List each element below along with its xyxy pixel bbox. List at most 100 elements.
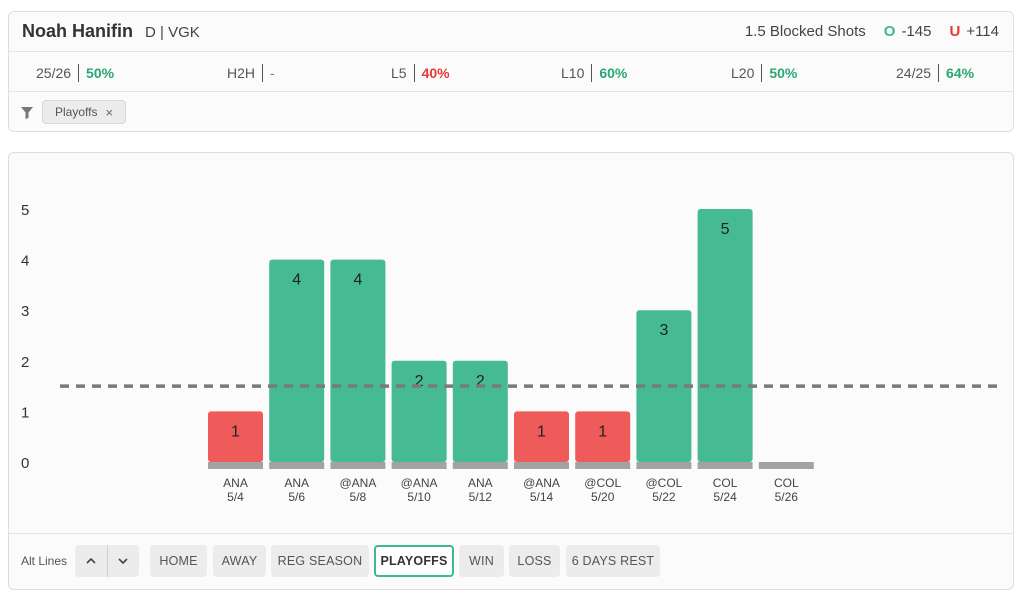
filter-chip-label: Playoffs: [55, 105, 98, 119]
bar-base: [697, 462, 753, 469]
bar-base: [391, 462, 447, 469]
bar-value-label: 5: [721, 221, 730, 238]
bar-base: [575, 462, 631, 469]
bar: [697, 209, 753, 462]
x-tick-opponent: ANA: [223, 476, 248, 490]
alt-lines-label: Alt Lines: [21, 554, 68, 568]
bar: [636, 310, 692, 462]
bar: [575, 411, 631, 462]
x-tick-opponent: @ANA: [401, 476, 438, 490]
x-tick-opponent: ANA: [468, 476, 493, 490]
filter-chip-playoffs[interactable]: Playoffs ×: [42, 100, 127, 124]
x-tick-date: 5/14: [530, 490, 554, 504]
bar-value-label: 1: [231, 423, 240, 440]
bar-base: [269, 462, 325, 469]
stat-label: L10: [561, 65, 585, 81]
bar-value-label: 4: [353, 272, 362, 289]
bar-base: [758, 462, 814, 469]
y-tick-label: 3: [21, 303, 29, 320]
stat-l10[interactable]: L10 60%: [561, 64, 627, 82]
bar-base: [452, 462, 508, 469]
x-tick-opponent: @COL: [645, 476, 682, 490]
bar-base: [330, 462, 386, 469]
stat-value: 40%: [421, 65, 450, 81]
x-tick-date: 5/10: [407, 490, 431, 504]
alt-lines-stepper: [75, 545, 139, 577]
stat-value: 50%: [86, 65, 115, 81]
stat-season[interactable]: 25/26 50%: [36, 64, 114, 82]
bar-base: [636, 462, 692, 469]
stat-label: L5: [391, 65, 407, 81]
filter-6-days-rest-button[interactable]: 6 DAYS REST: [566, 545, 660, 577]
bar-value-label: 2: [476, 373, 485, 390]
filter-away-button[interactable]: AWAY: [213, 545, 266, 577]
chevron-down-icon[interactable]: [108, 545, 140, 577]
filter-playoffs-button[interactable]: PLAYOFFS: [374, 545, 454, 577]
x-tick-date: 5/22: [652, 490, 676, 504]
y-tick-label: 4: [21, 253, 29, 270]
bar-value-label: 1: [537, 423, 546, 440]
stat-l5[interactable]: L5 40%: [391, 64, 450, 82]
bar-base: [514, 462, 569, 469]
prop-line: 1.5 Blocked Shots O -145 U +114: [745, 23, 999, 40]
y-tick-label: 1: [21, 404, 29, 421]
bar: [208, 411, 263, 462]
over-odds[interactable]: -145: [901, 23, 932, 40]
filter-reg-season-button[interactable]: REG SEASON: [271, 545, 369, 577]
bar: [330, 259, 386, 462]
over-icon: O: [883, 23, 896, 40]
player-meta: D | VGK: [145, 24, 200, 41]
active-filters: Playoffs ×: [9, 92, 1013, 133]
filter-home-button[interactable]: HOME: [150, 545, 207, 577]
x-tick-opponent: COL: [774, 476, 799, 490]
stat-label: 25/26: [36, 65, 72, 81]
stat-value: 64%: [946, 65, 975, 81]
filter-loss-button[interactable]: LOSS: [509, 545, 560, 577]
stat-last-season[interactable]: 24/25 64%: [896, 64, 974, 82]
chevron-up-icon[interactable]: [75, 545, 107, 577]
bar-base: [208, 462, 263, 469]
y-tick-label: 0: [21, 455, 29, 472]
stat-label: H2H: [227, 65, 256, 81]
stat-l20[interactable]: L20 50%: [731, 64, 797, 82]
player-header: Noah Hanifin D | VGK 1.5 Blocked Shots O…: [9, 12, 1013, 52]
stat-label: 24/25: [896, 65, 932, 81]
y-tick-label: 2: [21, 354, 29, 371]
player-summary-card: Noah Hanifin D | VGK 1.5 Blocked Shots O…: [8, 11, 1014, 132]
x-tick-opponent: @COL: [584, 476, 621, 490]
bar-value-label: 3: [659, 322, 668, 339]
x-tick-opponent: @ANA: [339, 476, 376, 490]
x-tick-date: 5/4: [227, 490, 244, 504]
x-tick-date: 5/8: [350, 490, 367, 504]
game-log-chart-card: 0 1 2 3 4 5 1 ANA 5/4 4 ANA 5/6 4 @ANA 5/8 2 @ANA 5/10 2 AN…: [8, 152, 1014, 590]
bar-value-label: 4: [292, 272, 301, 289]
x-tick-opponent: COL: [713, 476, 738, 490]
game-log-chart: 0123451ANA5/44ANA5/64@ANA5/82@ANA5/102AN…: [21, 202, 999, 504]
close-icon[interactable]: ×: [105, 104, 114, 120]
prop-line-label: 1.5 Blocked Shots: [744, 23, 866, 40]
x-tick-date: 5/12: [469, 490, 493, 504]
x-tick-opponent: ANA: [284, 476, 309, 490]
hit-rate-row: 25/26 50% H2H - L5 40% L10 60% L20 50% 24/25 6…: [9, 52, 1013, 92]
stat-value: 50%: [769, 65, 798, 81]
bar: [269, 259, 325, 462]
stat-value: 60%: [599, 65, 628, 81]
player-name: Noah Hanifin: [22, 21, 133, 41]
chart-controls: Alt Lines HOME AWAY REG SEASON PLAYOFFS …: [9, 533, 1013, 589]
under-icon: U: [949, 23, 961, 40]
bar-value-label: 2: [415, 373, 424, 390]
filter-win-button[interactable]: WIN: [459, 545, 504, 577]
x-tick-opponent: @ANA: [523, 476, 560, 490]
x-tick-date: 5/20: [591, 490, 615, 504]
stat-h2h[interactable]: H2H -: [227, 64, 275, 82]
x-tick-date: 5/24: [713, 490, 737, 504]
bar-value-label: 1: [598, 423, 607, 440]
stat-value: -: [270, 65, 275, 81]
stat-label: L20: [731, 65, 755, 81]
filter-icon[interactable]: [21, 107, 33, 119]
x-tick-date: 5/6: [288, 490, 305, 504]
under-odds[interactable]: +114: [966, 23, 999, 40]
y-tick-label: 5: [21, 202, 29, 219]
bar: [514, 411, 569, 462]
x-tick-date: 5/26: [775, 490, 799, 504]
